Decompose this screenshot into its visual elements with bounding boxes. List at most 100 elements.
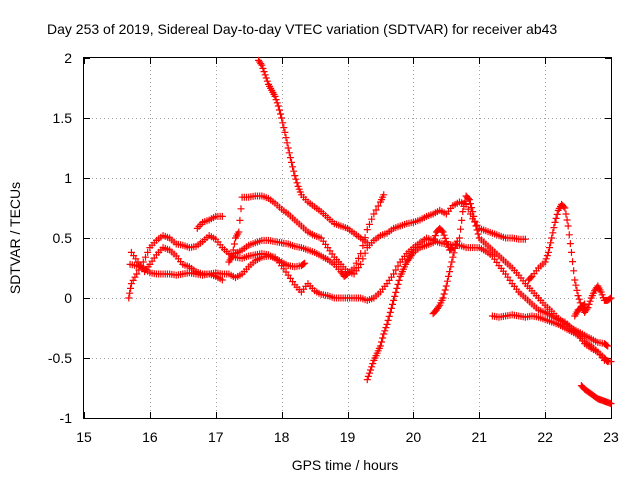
data-point — [383, 320, 391, 328]
data-point — [380, 330, 388, 338]
data-point — [263, 77, 271, 85]
data-point — [584, 304, 592, 312]
data-point — [257, 60, 265, 68]
data-point — [284, 144, 292, 152]
data-point — [550, 224, 558, 232]
y-tick-label: 1.5 — [53, 110, 73, 126]
data-point — [290, 167, 298, 175]
data-point — [606, 295, 614, 303]
series-s6 — [255, 56, 371, 247]
data-point — [451, 244, 459, 252]
data-point — [289, 163, 297, 171]
data-point — [274, 102, 282, 110]
data-point — [466, 200, 474, 208]
data-point — [259, 64, 267, 72]
data-point — [573, 286, 581, 294]
data-point — [395, 276, 403, 284]
data-point — [450, 249, 458, 257]
data-point — [566, 240, 574, 248]
data-point — [472, 222, 480, 230]
data-point — [586, 297, 594, 305]
data-point — [562, 210, 570, 218]
data-point — [279, 119, 287, 127]
data-point — [359, 242, 367, 250]
y-tick-label: 2 — [64, 50, 72, 66]
data-point — [604, 358, 612, 366]
data-point — [465, 196, 473, 204]
data-point — [440, 231, 448, 239]
data-marks — [125, 56, 615, 408]
data-point — [272, 96, 280, 104]
data-point — [458, 216, 466, 224]
y-tick-label: 0.5 — [53, 230, 73, 246]
data-point — [357, 260, 365, 268]
data-point — [474, 230, 482, 238]
data-point — [380, 191, 388, 199]
data-point — [218, 212, 226, 220]
data-point — [262, 74, 270, 82]
data-point — [445, 272, 453, 280]
data-point — [364, 372, 372, 380]
data-point — [261, 71, 269, 79]
data-point — [603, 341, 611, 349]
data-point — [569, 258, 577, 266]
data-point — [368, 215, 376, 223]
data-point — [429, 239, 437, 247]
data-point — [449, 253, 457, 261]
data-point — [141, 253, 149, 261]
data-point — [455, 234, 463, 242]
data-point — [607, 400, 615, 408]
data-point — [386, 308, 394, 316]
data-point — [391, 292, 399, 300]
data-point — [393, 284, 401, 292]
data-point — [370, 210, 378, 218]
data-point — [447, 263, 455, 271]
data-point — [431, 232, 439, 240]
data-point — [561, 204, 569, 212]
data-point — [131, 273, 139, 281]
data-point — [551, 218, 559, 226]
data-point — [275, 106, 283, 114]
data-point — [350, 264, 358, 272]
data-point — [464, 205, 472, 213]
data-point — [385, 312, 393, 320]
data-point — [280, 124, 288, 132]
data-point — [574, 292, 582, 300]
series-s5 — [225, 192, 529, 278]
data-point — [300, 260, 308, 268]
axis-ticks: 15 16 17 18 19 20 21 22 23 -1 -0.5 0 0.5 1 1.5 2 — [48, 50, 619, 445]
data-point — [544, 248, 552, 256]
data-point — [390, 270, 398, 278]
data-point — [464, 194, 472, 202]
data-point — [553, 210, 561, 218]
data-point — [352, 259, 360, 267]
data-point — [283, 139, 291, 147]
data-point — [368, 363, 376, 371]
data-point — [277, 110, 285, 118]
series-s3 — [127, 244, 226, 284]
data-point — [357, 250, 365, 258]
data-point — [607, 294, 615, 302]
data-point — [127, 284, 135, 292]
data-point — [564, 222, 572, 230]
data-point — [218, 276, 226, 284]
data-point — [543, 252, 551, 260]
data-point — [285, 149, 293, 157]
x-tick-label: 21 — [471, 429, 487, 445]
data-point — [236, 216, 244, 224]
x-tick-label: 18 — [274, 429, 290, 445]
data-point — [372, 206, 380, 214]
data-point — [381, 327, 389, 335]
data-point — [369, 360, 377, 368]
data-point — [473, 226, 481, 234]
x-tick-label: 19 — [340, 429, 356, 445]
plot-frame — [83, 57, 612, 419]
data-point — [521, 235, 529, 243]
x-tick-label: 23 — [603, 429, 619, 445]
data-point — [603, 356, 611, 364]
data-point — [379, 334, 387, 342]
data-point — [286, 154, 294, 162]
y-tick-label: -0.5 — [48, 350, 72, 366]
data-point — [363, 239, 371, 247]
